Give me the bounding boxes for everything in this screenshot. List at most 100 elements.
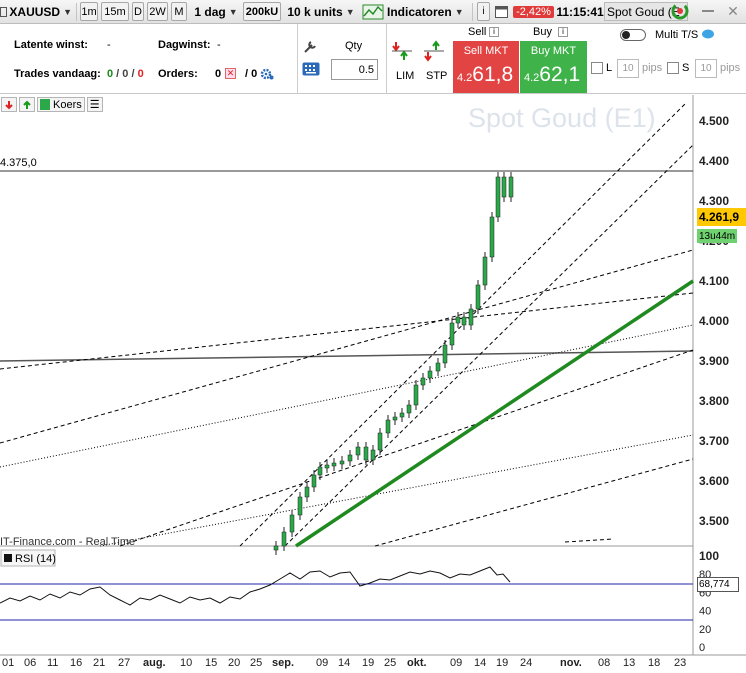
buy-price-main: 62,1 xyxy=(539,63,581,86)
list-menu-icon[interactable]: ☰ xyxy=(86,97,103,112)
dashed-trend-line[interactable] xyxy=(284,144,694,547)
change-badge: -2,42% xyxy=(513,5,554,18)
dotted-trend-line[interactable] xyxy=(0,324,694,468)
gear-icon[interactable] xyxy=(260,67,274,81)
candle-countdown: 13u44m xyxy=(697,229,737,243)
multi-ts-toggle[interactable] xyxy=(620,29,646,41)
sell-market-button[interactable]: Sell MKT 4.261,8 xyxy=(453,41,519,93)
divider xyxy=(76,3,77,21)
sell-label: Sell xyxy=(468,26,487,38)
candle xyxy=(508,176,514,198)
cancel-orders-icon[interactable]: ✕ xyxy=(225,68,236,79)
koers-button[interactable]: Koers xyxy=(37,97,85,112)
chevron-down-icon: ▼ xyxy=(63,6,72,17)
calendar-icon[interactable] xyxy=(494,2,508,21)
qty-label: Qty xyxy=(345,40,363,52)
candle xyxy=(461,316,467,326)
l-label: L xyxy=(606,62,613,74)
candles-layer xyxy=(273,172,514,555)
price-tick-label: 4.400 xyxy=(699,154,729,168)
limit-order-icon[interactable] xyxy=(392,40,412,62)
limit-pips-input[interactable]: 10 xyxy=(617,59,639,78)
dotted-trend-line[interactable] xyxy=(99,434,694,547)
chart-watermark: Spot Goud (E1) xyxy=(468,103,656,133)
stop-order-icon[interactable] xyxy=(424,40,444,62)
stop-checkbox[interactable] xyxy=(667,62,679,74)
candle xyxy=(435,362,441,372)
dashed-trend-line[interactable] xyxy=(374,458,694,547)
price-tick-label: 3.500 xyxy=(699,514,729,528)
candle xyxy=(442,344,448,364)
candle xyxy=(413,384,419,406)
symbol-checkbox-icon xyxy=(0,6,8,17)
time-tick-label: 23 xyxy=(674,657,687,669)
candle xyxy=(482,256,488,286)
rsi-label: RSI (14) xyxy=(15,553,56,565)
info-button[interactable]: i xyxy=(477,2,490,21)
dashed-trend-line[interactable] xyxy=(564,538,614,543)
interval-d-button[interactable]: D xyxy=(132,2,144,21)
dashed-trend-line[interactable] xyxy=(0,249,694,444)
symbol-selector[interactable]: XAUUSD ▼ xyxy=(0,2,72,21)
time-tick-label: 16 xyxy=(70,657,83,669)
buy-info-icon[interactable]: i xyxy=(558,27,568,37)
time-tick-label: 14 xyxy=(474,657,487,669)
latent-profit-label: Latente winst: xyxy=(14,39,88,51)
qty-input[interactable] xyxy=(331,59,378,80)
candle xyxy=(406,404,412,414)
dashed-trend-line[interactable] xyxy=(0,292,694,370)
time-tick-label: 25 xyxy=(250,657,263,669)
instrument-name: Spot Goud (E xyxy=(604,2,688,21)
time-tick-label: 09 xyxy=(316,657,329,669)
wrench-icon[interactable] xyxy=(302,39,318,55)
price-tick-label: 4.100 xyxy=(699,274,729,288)
buy-market-button[interactable]: Buy MKT 4.262,1 xyxy=(520,41,587,93)
interval-1m-button[interactable]: 1m xyxy=(80,2,98,21)
green-trend-line[interactable] xyxy=(295,279,694,548)
limit-checkbox[interactable] xyxy=(591,62,603,74)
time-tick-label: aug. xyxy=(143,657,166,669)
interval-15m-button[interactable]: 15m xyxy=(101,2,129,21)
amount-button[interactable]: 200kU xyxy=(243,2,281,21)
units-dropdown[interactable]: 10 k units ▼ xyxy=(286,2,356,21)
candle xyxy=(289,514,295,533)
time-tick-label: 25 xyxy=(384,657,397,669)
time-tick-label: sep. xyxy=(272,657,295,669)
sell-info-icon[interactable]: i xyxy=(489,27,499,37)
interval-2w-button[interactable]: 2W xyxy=(147,2,168,21)
indicators-dropdown[interactable]: Indicatoren ▼ xyxy=(362,2,468,21)
time-tick-label: 01 xyxy=(2,657,15,669)
buy-arrow-button[interactable] xyxy=(19,97,35,112)
rsi-legend-box[interactable] xyxy=(0,549,56,567)
orders-count-b: / 0 xyxy=(245,68,258,80)
period-label: 1 dag xyxy=(194,4,226,19)
minimize-button[interactable] xyxy=(697,2,719,21)
time-tick-label: 08 xyxy=(598,657,611,669)
price-axis: 4.5004.4004.3004.2004.1004.0003.9003.800… xyxy=(699,114,729,528)
orders-label: Orders: xyxy=(158,68,198,80)
keypad-icon[interactable] xyxy=(302,62,320,76)
koers-color-icon xyxy=(40,99,50,110)
sell-arrow-button[interactable] xyxy=(1,97,17,112)
koers-label: Koers xyxy=(53,98,82,111)
period-dropdown[interactable]: 1 dag ▼ xyxy=(192,2,240,21)
sell-price-main: 61,8 xyxy=(472,63,514,86)
divider xyxy=(297,24,298,94)
price-tick-label: 3.600 xyxy=(699,474,729,488)
help-cloud-icon[interactable] xyxy=(702,28,714,39)
refresh-icon[interactable] xyxy=(669,1,691,20)
stop-pips-input[interactable]: 10 xyxy=(695,59,717,78)
chevron-down-icon: ▼ xyxy=(454,6,464,17)
limit-pips-unit: pips xyxy=(642,62,663,74)
close-icon[interactable]: ✕ xyxy=(727,3,739,19)
interval-m-button[interactable]: M xyxy=(171,2,187,21)
price-tick-label: 4.000 xyxy=(699,314,729,328)
stop-pips-unit: pips xyxy=(720,62,741,74)
support-line[interactable] xyxy=(0,350,694,362)
dashed-trend-line[interactable] xyxy=(119,349,694,547)
candle xyxy=(304,486,310,498)
multi-ts-label: Multi T/S xyxy=(655,29,699,41)
price-chart[interactable]: Spot Goud (E1) 4.5004.4004.3004.2004.100… xyxy=(0,95,746,673)
time-tick-label: 14 xyxy=(338,657,351,669)
